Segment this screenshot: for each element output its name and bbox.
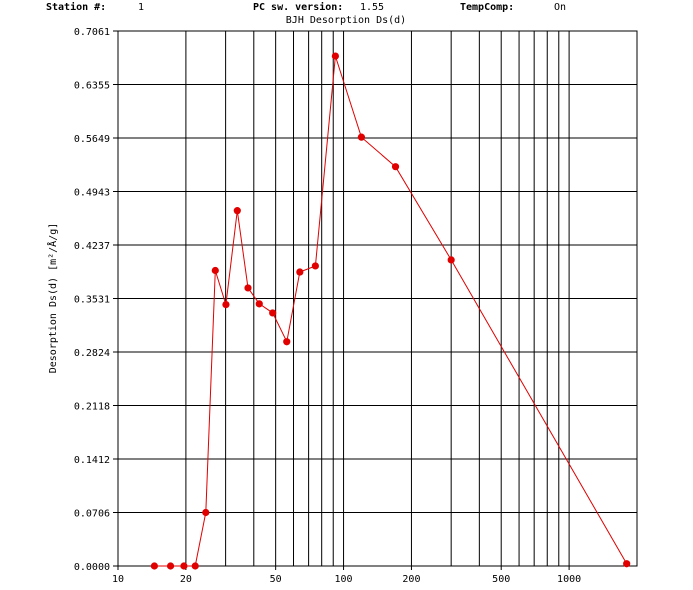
data-point: [166, 562, 175, 570]
y-axis-label: Desorption Ds(d) [m²/Å/g]: [46, 223, 59, 374]
data-point: [623, 560, 631, 568]
x-tick-label: 200: [402, 574, 420, 585]
data-point: [150, 562, 158, 570]
data-point: [357, 133, 366, 141]
y-tick-label: 0.6355: [74, 81, 110, 92]
data-point: [222, 300, 230, 309]
axes: [113, 30, 638, 570]
version-label: PC sw. version:: [253, 2, 344, 13]
data-point: [331, 52, 339, 60]
data-point: [283, 338, 291, 346]
data-point: [269, 309, 277, 317]
data-point: [191, 562, 199, 570]
x-tick-label: 20: [180, 574, 192, 585]
y-tick-label: 0.3531: [74, 295, 110, 306]
y-tick-label: 0.0706: [74, 509, 110, 520]
y-tick-label: 0.4943: [74, 188, 110, 199]
y-tick-label: 0.5649: [74, 134, 110, 145]
data-point: [255, 300, 263, 308]
y-tick-label: 0.1412: [74, 455, 110, 466]
y-tick-label: 0.7061: [74, 27, 110, 38]
chart-title: BJH Desorption Ds(d): [286, 15, 406, 26]
data-point: [391, 163, 400, 171]
data-point: [202, 508, 210, 517]
data-point: [233, 207, 241, 215]
data-point: [447, 256, 455, 264]
plot-frame: [117, 30, 638, 567]
station-value: 1: [138, 2, 145, 13]
x-tick-label: 50: [270, 574, 282, 585]
data-point: [311, 262, 319, 270]
y-tick-label: 0.2824: [74, 348, 110, 359]
data-point: [180, 562, 188, 570]
tempcomp-label: TempComp:: [460, 2, 515, 13]
data-point: [296, 268, 304, 276]
x-tick-label: 100: [335, 574, 353, 585]
grid: [118, 30, 637, 567]
data-point: [244, 284, 252, 292]
tick-labels: 0.0000 0.0706 0.1412 0.2118 0.2824 0.3531 0.42…: [74, 27, 581, 585]
y-tick-label: 0.0000: [74, 562, 110, 573]
y-tick-label: 0.4237: [74, 241, 110, 252]
x-tick-label: 500: [492, 574, 510, 585]
x-tick-label: 1000: [557, 574, 581, 585]
y-tick-label: 0.2118: [74, 402, 110, 413]
data-point: [211, 266, 219, 275]
station-label: Station #:: [46, 2, 107, 13]
data-series: [150, 52, 631, 570]
tempcomp-value: On: [554, 2, 567, 13]
x-tick-label: 10: [112, 574, 124, 585]
version-value: 1.55: [360, 2, 385, 13]
